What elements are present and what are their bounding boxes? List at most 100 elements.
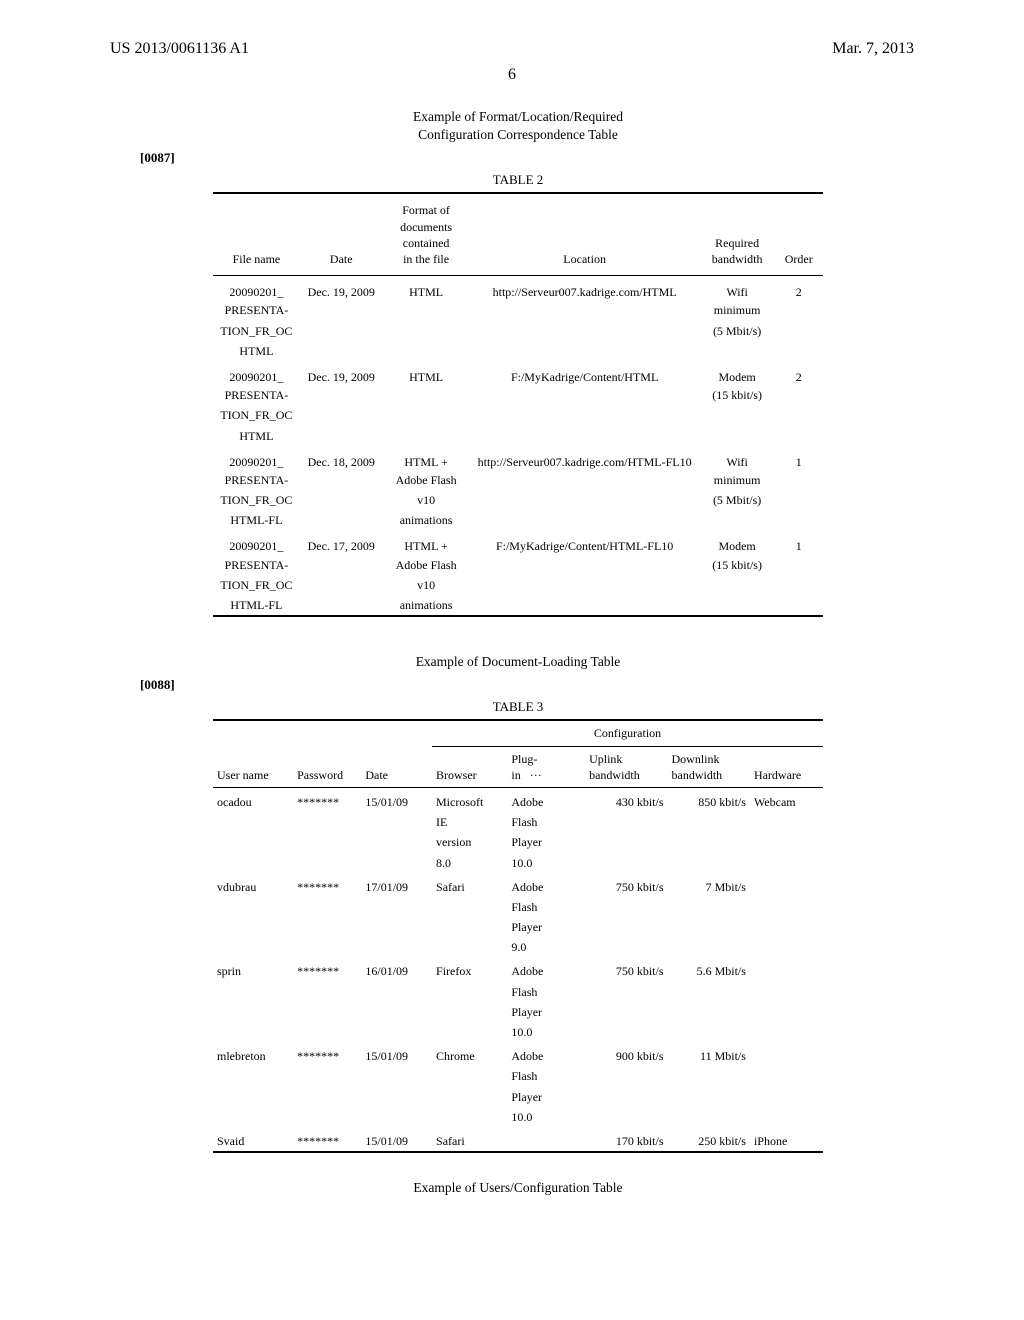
table3-cell <box>432 1107 507 1127</box>
table3-cell: 430 kbit/s <box>585 787 667 812</box>
table3-cell <box>668 832 750 852</box>
th-filename: File name <box>213 193 300 275</box>
table2-cell <box>470 510 700 530</box>
th-password: Password <box>293 746 361 787</box>
table3-cell <box>585 1066 667 1086</box>
table2-cell: HTML-FL <box>213 595 300 616</box>
table3-cell: 900 kbit/s <box>585 1042 667 1066</box>
table2-cell <box>774 385 823 405</box>
table2-cell: HTML <box>213 341 300 361</box>
table2-cell: TION_FR_OC <box>213 575 300 595</box>
table2-cell <box>470 426 700 446</box>
table3-cell: 10.0 <box>507 853 585 873</box>
table3-cell <box>668 897 750 917</box>
table3-cell: iPhone <box>750 1127 823 1152</box>
th-browser: Browser <box>432 746 507 787</box>
table3-cell: 170 kbit/s <box>585 1127 667 1152</box>
table3-cell: Flash <box>507 812 585 832</box>
table2-cell <box>300 341 383 361</box>
table3-cell <box>668 853 750 873</box>
table2-cell: Dec. 19, 2009 <box>300 276 383 301</box>
table2-cell: 20090201_ <box>213 361 300 385</box>
publication-date: Mar. 7, 2013 <box>832 40 914 58</box>
table3-cell <box>213 1107 293 1127</box>
table3-cell: 11 Mbit/s <box>668 1042 750 1066</box>
table2-cell: Dec. 17, 2009 <box>300 530 383 554</box>
table2-cell <box>470 341 700 361</box>
table2: File name Date Format of documents conta… <box>213 192 823 617</box>
table2-cell: PRESENTA- <box>213 385 300 405</box>
table3-cell <box>668 1066 750 1086</box>
table3-cell <box>750 982 823 1002</box>
table3-cell <box>750 853 823 873</box>
table2-cell: 20090201_ <box>213 446 300 470</box>
table2-cell: Adobe Flash <box>383 555 470 575</box>
table2-cell <box>774 510 823 530</box>
table2-cell <box>774 555 823 575</box>
table2-cell: 1 <box>774 530 823 554</box>
table2-cell <box>700 405 775 425</box>
table3-cell: Adobe <box>507 787 585 812</box>
table3-cell <box>361 982 432 1002</box>
table2-cell <box>470 321 700 341</box>
table2-cell: http://Serveur007.kadrige.com/HTML-FL10 <box>470 446 700 470</box>
table3-cell <box>750 917 823 937</box>
table3-cell <box>293 832 361 852</box>
table3-cell: ******* <box>293 1127 361 1152</box>
table2-cell: http://Serveur007.kadrige.com/HTML <box>470 276 700 301</box>
table3-cell <box>361 832 432 852</box>
table2-cell <box>300 300 383 320</box>
table3-cell: 850 kbit/s <box>668 787 750 812</box>
table3-cell: 7 Mbit/s <box>668 873 750 897</box>
table3-cell: 16/01/09 <box>361 957 432 981</box>
table2-cell <box>300 385 383 405</box>
table2-cell: F:/MyKadrige/Content/HTML-FL10 <box>470 530 700 554</box>
paragraph-marker-88: [0088] <box>140 677 896 693</box>
table3-cell <box>361 812 432 832</box>
table3-cell <box>432 897 507 917</box>
table3-cell <box>585 917 667 937</box>
th-date3: Date <box>361 746 432 787</box>
table3-cell <box>668 1087 750 1107</box>
table3-cell <box>585 937 667 957</box>
table3-cell: Player <box>507 1087 585 1107</box>
table3-cell <box>293 1002 361 1022</box>
table2-cell: HTML <box>383 276 470 301</box>
table2-cell <box>300 470 383 490</box>
table3-cell <box>361 1066 432 1086</box>
table3-cell: Safari <box>432 1127 507 1152</box>
th-uplink: Uplink bandwidth <box>585 746 667 787</box>
table3-cell <box>585 1107 667 1127</box>
table2-cell: HTML + <box>383 446 470 470</box>
table3-cell <box>213 1066 293 1086</box>
table3-cell <box>361 937 432 957</box>
publication-number: US 2013/0061136 A1 <box>110 40 249 58</box>
th-configuration: Configuration <box>432 720 823 746</box>
table2-cell: PRESENTA- <box>213 555 300 575</box>
table3-cell: ******* <box>293 1042 361 1066</box>
table2-cell: HTML-FL <box>213 510 300 530</box>
table3-cell <box>668 917 750 937</box>
table3-cell: Svaid <box>213 1127 293 1152</box>
table3-cell <box>213 853 293 873</box>
table3-cell <box>432 1066 507 1086</box>
page-header: US 2013/0061136 A1 Mar. 7, 2013 <box>110 40 914 58</box>
table3-cell <box>750 812 823 832</box>
table3-cell <box>750 1002 823 1022</box>
table3-cell <box>585 1022 667 1042</box>
table3-cell: Adobe <box>507 1042 585 1066</box>
table3-cell <box>213 1002 293 1022</box>
table2-cell: v10 <box>383 575 470 595</box>
th-downlink: Downlink bandwidth <box>668 746 750 787</box>
table3-cell: 750 kbit/s <box>585 873 667 897</box>
table2-cell: Adobe Flash <box>383 470 470 490</box>
table3-cell: ******* <box>293 873 361 897</box>
table3-cell <box>213 917 293 937</box>
table2-cell <box>774 490 823 510</box>
table2-cell: (5 Mbit/s) <box>700 490 775 510</box>
th-plugin: Plug- in ··· <box>507 746 585 787</box>
table3-cell <box>213 1022 293 1042</box>
table3-cell <box>668 1107 750 1127</box>
table3-cell <box>361 1022 432 1042</box>
table3-cell: Adobe <box>507 957 585 981</box>
